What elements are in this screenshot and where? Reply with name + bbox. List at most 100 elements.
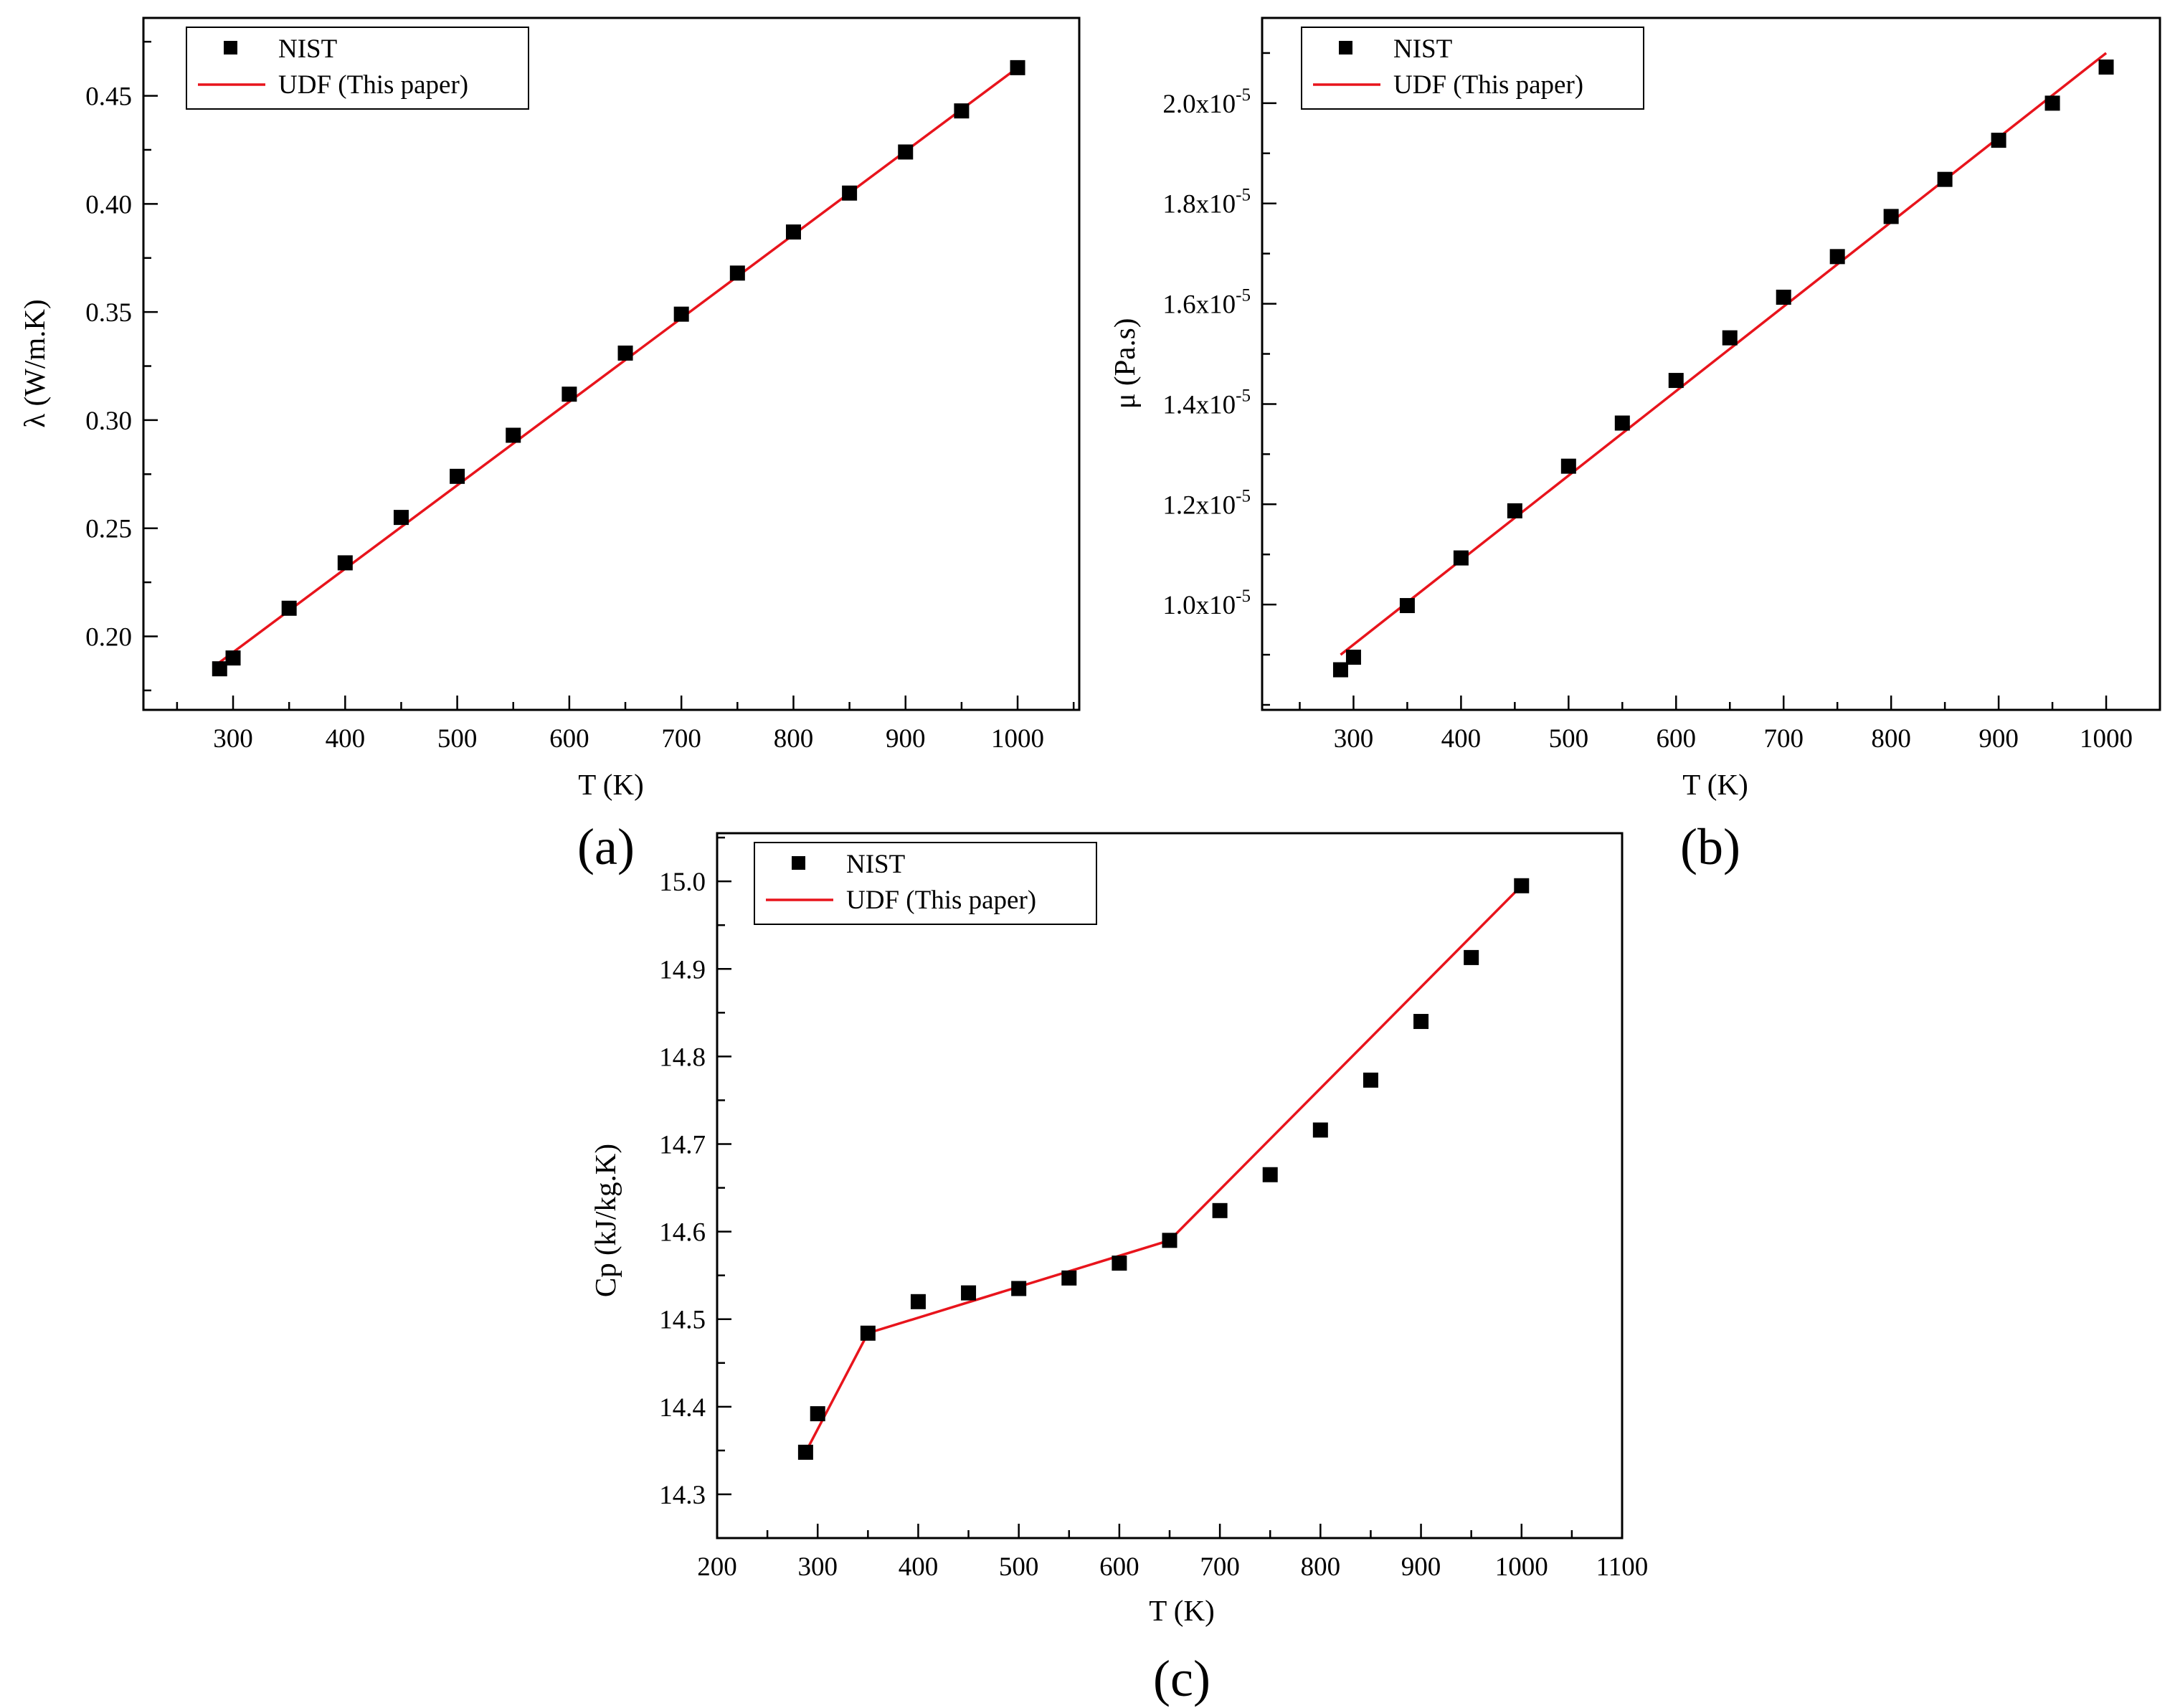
y-tick-exponent: -5 bbox=[1236, 386, 1251, 405]
x-tick-label: 800 bbox=[1301, 1552, 1341, 1582]
legend-nist-marker bbox=[792, 856, 805, 870]
nist-data-point bbox=[281, 600, 297, 616]
nist-data-point bbox=[1614, 415, 1630, 431]
nist-data-point bbox=[1883, 209, 1899, 224]
y-tick-label: 0.20 bbox=[85, 622, 132, 652]
panel-label: (b) bbox=[1680, 818, 1740, 876]
y-tick-exponent: -5 bbox=[1236, 486, 1251, 506]
y-axis: 0.20 0.25 0.30 0.35 0.40 0.45 bbox=[85, 40, 158, 692]
nist-data-point bbox=[337, 555, 353, 571]
x-tick-label: 500 bbox=[437, 724, 478, 754]
y-tick-label: 14.4 bbox=[659, 1393, 706, 1423]
legend-udf-label: UDF (This paper) bbox=[1393, 70, 1583, 100]
y-tick-label: 0.30 bbox=[85, 407, 132, 436]
nist-data-point bbox=[2098, 60, 2114, 75]
legend-nist-marker bbox=[1339, 41, 1352, 54]
x-tick-label: 600 bbox=[1657, 724, 1697, 754]
y-tick-label: 14.8 bbox=[659, 1043, 706, 1072]
nist-data-point bbox=[1668, 373, 1684, 389]
y-tick-exponent: -5 bbox=[1236, 85, 1251, 105]
nist-data-point bbox=[1560, 458, 1576, 474]
x-tick-label: 600 bbox=[549, 724, 589, 754]
x-tick-label: 400 bbox=[326, 724, 366, 754]
x-axis-title: T (K) bbox=[578, 768, 643, 801]
nist-data-point bbox=[1776, 289, 1791, 305]
y-tick-label: 0.35 bbox=[85, 298, 132, 328]
nist-data-point bbox=[450, 468, 465, 484]
nist-data-point bbox=[729, 265, 745, 281]
y-tick-label: 14.7 bbox=[659, 1130, 706, 1159]
x-tick-label: 400 bbox=[899, 1552, 939, 1582]
plot-frame bbox=[142, 16, 1081, 711]
nist-data-point bbox=[910, 1294, 926, 1309]
x-tick-label: 900 bbox=[886, 724, 926, 754]
y-tick-exponent: -5 bbox=[1236, 587, 1251, 606]
nist-data-point bbox=[1162, 1233, 1177, 1248]
y-tick-label: 14.6 bbox=[659, 1218, 706, 1248]
panel-label: (a) bbox=[577, 818, 635, 876]
panel-label: (c) bbox=[1153, 1650, 1210, 1707]
nist-data-point bbox=[1332, 662, 1348, 678]
y-axis-title: μ (Pa.s) bbox=[1108, 318, 1141, 409]
x-tick-label: 600 bbox=[1099, 1552, 1139, 1582]
nist-data-point bbox=[797, 1444, 813, 1460]
nist-data-point bbox=[1453, 550, 1469, 566]
legend: NIST UDF (This paper) bbox=[186, 27, 529, 110]
nist-data-point bbox=[617, 345, 633, 361]
x-tick-label: 700 bbox=[1763, 724, 1804, 754]
plot-frame bbox=[1261, 16, 2161, 711]
y-tick-label: 14.5 bbox=[659, 1306, 706, 1335]
y-tick-label: 1.0x10-5 bbox=[1162, 587, 1251, 620]
nist-data-point bbox=[785, 224, 801, 240]
x-tick-label: 800 bbox=[774, 724, 814, 754]
y-tick-label: 15.0 bbox=[659, 868, 706, 897]
y-axis-title: λ (W/m.K) bbox=[18, 299, 51, 427]
nist-data-point bbox=[1507, 503, 1522, 518]
nist-data-point bbox=[1464, 949, 1479, 965]
nist-data-point bbox=[1061, 1270, 1077, 1286]
x-tick-label: 200 bbox=[697, 1552, 737, 1582]
legend-nist-label: NIST bbox=[846, 850, 905, 879]
legend-udf-label: UDF (This paper) bbox=[846, 886, 1036, 915]
y-tick-label: 0.45 bbox=[85, 82, 132, 112]
legend-nist-marker bbox=[224, 41, 237, 54]
y-tick-exponent: -5 bbox=[1236, 186, 1251, 205]
nist-data-point bbox=[842, 185, 858, 201]
y-tick-label: 1.8x10-5 bbox=[1162, 186, 1251, 219]
x-tick-label: 500 bbox=[1549, 724, 1589, 754]
legend-box bbox=[1301, 27, 1644, 110]
nist-data-point bbox=[506, 427, 521, 443]
x-axis-title: T (K) bbox=[1682, 768, 1748, 801]
chart-panel-a: 300 400 500 600 700 800 900 1000 0.20 0.25 0.30 0.3… bbox=[18, 16, 1081, 876]
nist-data-point bbox=[1112, 1256, 1127, 1271]
legend-box bbox=[186, 27, 529, 110]
nist-data-point bbox=[1937, 171, 1953, 187]
x-tick-label: 700 bbox=[661, 724, 701, 754]
x-tick-label: 900 bbox=[1979, 724, 2019, 754]
x-axis: 300 400 500 600 700 800 900 1000 bbox=[176, 696, 1075, 754]
chart-panel-b: 300 400 500 600 700 800 900 10001.0x10-51.2x10-… bbox=[1108, 16, 2161, 876]
y-tick-label: 14.9 bbox=[659, 955, 706, 985]
y-axis: 14.3 14.4 14.5 14.6 14.7 14.8 14.9 15.0 bbox=[659, 836, 731, 1539]
x-axis: 300 400 500 600 700 800 900 1000 bbox=[1299, 696, 2161, 754]
nist-data-point bbox=[954, 103, 970, 119]
nist-data-point bbox=[810, 1406, 825, 1422]
x-tick-label: 300 bbox=[1334, 724, 1374, 754]
nist-data-point bbox=[1722, 330, 1738, 346]
legend-box bbox=[754, 842, 1097, 925]
nist-data-point bbox=[1514, 878, 1530, 893]
nist-data-point bbox=[1363, 1072, 1378, 1088]
nist-data-point bbox=[1413, 1014, 1429, 1030]
x-tick-label: 300 bbox=[213, 724, 253, 754]
chart-panel-c: 200 300 400 500 600 700 800 900 1000 1100 14.3 14.4… bbox=[589, 832, 1648, 1707]
nist-data-point bbox=[898, 144, 914, 160]
x-tick-label: 300 bbox=[797, 1552, 838, 1582]
nist-data-point bbox=[1262, 1167, 1278, 1182]
x-tick-label: 1000 bbox=[1495, 1552, 1548, 1582]
legend-udf-label: UDF (This paper) bbox=[278, 70, 468, 100]
nist-data-point bbox=[860, 1325, 876, 1341]
nist-data-point bbox=[1011, 1281, 1027, 1296]
nist-data-point bbox=[1010, 60, 1025, 75]
nist-data-point bbox=[673, 306, 689, 322]
